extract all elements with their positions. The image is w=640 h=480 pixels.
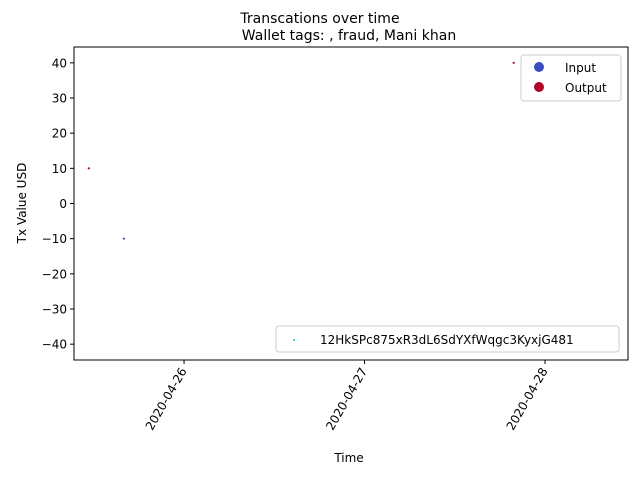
legend-marker-output bbox=[534, 82, 544, 92]
data-point-output bbox=[87, 167, 90, 170]
chart-title: Wallet tags: , fraud, Mani khan bbox=[242, 28, 456, 44]
legend-bottom-right: 12HkSPc875xR3dL6SdYXfWqgc3KyxjG481 bbox=[275, 325, 620, 353]
legend-frame bbox=[520, 54, 622, 102]
data-point-input bbox=[122, 237, 125, 240]
y-tick-label: −10 bbox=[42, 232, 67, 246]
legend-label-input: Input bbox=[565, 61, 596, 75]
y-axis-label: Tx Value USD bbox=[15, 163, 29, 245]
plot-area: 40 30 20 10 0 −10 −20 −30 −40 2020-04-26 2020-04-2… bbox=[42, 56, 551, 432]
x-tick-label: 2020-04-27 bbox=[323, 365, 370, 432]
y-tick-label: 40 bbox=[52, 56, 67, 70]
x-tick-label: 2020-04-28 bbox=[504, 365, 551, 432]
data-point-output bbox=[512, 61, 515, 64]
y-tick-label: 30 bbox=[52, 91, 67, 105]
axes-frame bbox=[73, 46, 629, 361]
legend-frame bbox=[275, 325, 620, 353]
legend-label-address: 12HkSPc875xR3dL6SdYXfWqgc3KyxjG481 bbox=[320, 333, 574, 347]
chart-suptitle: Transcations over time bbox=[239, 11, 399, 27]
y-tick-label: 10 bbox=[52, 162, 67, 176]
x-tick-label: 2020-04-26 bbox=[143, 365, 190, 432]
x-axis-label: Time bbox=[333, 451, 363, 465]
legend-label-output: Output bbox=[565, 81, 607, 95]
y-tick-label: −30 bbox=[42, 303, 67, 317]
legend-marker-input bbox=[534, 62, 544, 72]
legend-marker-address bbox=[293, 339, 295, 341]
y-tick-label: −20 bbox=[42, 267, 67, 281]
y-tick-label: −40 bbox=[42, 338, 67, 352]
y-tick-label: 20 bbox=[52, 127, 67, 141]
y-tick-label: 0 bbox=[59, 197, 67, 211]
legend-top-right: Input Output bbox=[520, 54, 622, 102]
